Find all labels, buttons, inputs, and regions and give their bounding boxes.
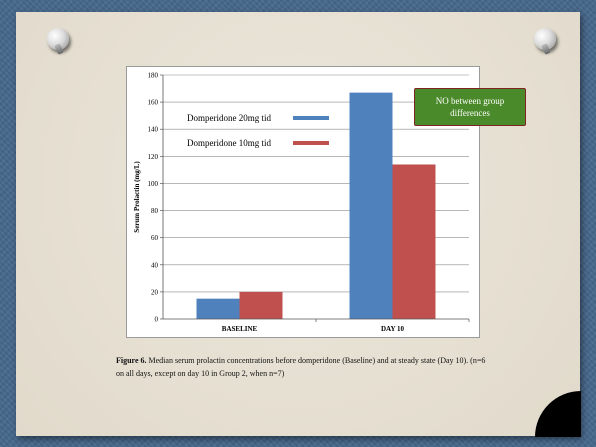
y-axis-label: Serum Prolactin (mg/L) [133,161,141,233]
bar [392,164,436,319]
bar [196,298,240,319]
y-tick-label: 160 [148,99,159,107]
bars-group [196,92,436,319]
y-tick-label: 80 [151,207,159,215]
y-tick-label: 180 [148,72,159,80]
bar [349,92,393,319]
callout-box: NO between group differences [414,88,526,126]
x-category-label: BASELINE [222,325,258,333]
axes-group: 0 20 40 60 80 100 120 140 160 180 BASELINE DAY 10 [148,72,470,333]
y-tick-label: 100 [148,180,159,188]
bar [239,291,283,319]
legend-swatch [293,141,329,145]
y-tick-label: 20 [151,288,159,296]
y-tick-label: 40 [151,261,159,269]
y-tick-label: 60 [151,234,159,242]
pushpin-left-icon [47,28,69,50]
x-category-label: DAY 10 [381,325,405,333]
legend: Domperidone 20mg tid Domperidone 10mg tid [187,113,329,148]
y-tick-label: 0 [155,316,159,324]
caption-text: Median serum prolactin concentrations be… [116,356,486,378]
pushpin-right-icon [534,28,556,50]
y-tick-label: 120 [148,153,159,161]
legend-swatch [293,116,329,120]
bar-chart: 0 20 40 60 80 100 120 140 160 180 BASELINE DAY 10 D… [133,72,470,333]
legend-entry-label: Domperidone 20mg tid [187,113,271,123]
callout-text: NO between group differences [435,96,505,118]
page-curl [535,391,581,437]
caption-label: Figure 6. [116,356,147,365]
figure-caption: Figure 6. Median serum prolactin concent… [116,354,486,380]
legend-entry-label: Domperidone 10mg tid [187,138,271,148]
y-tick-label: 140 [148,126,159,134]
